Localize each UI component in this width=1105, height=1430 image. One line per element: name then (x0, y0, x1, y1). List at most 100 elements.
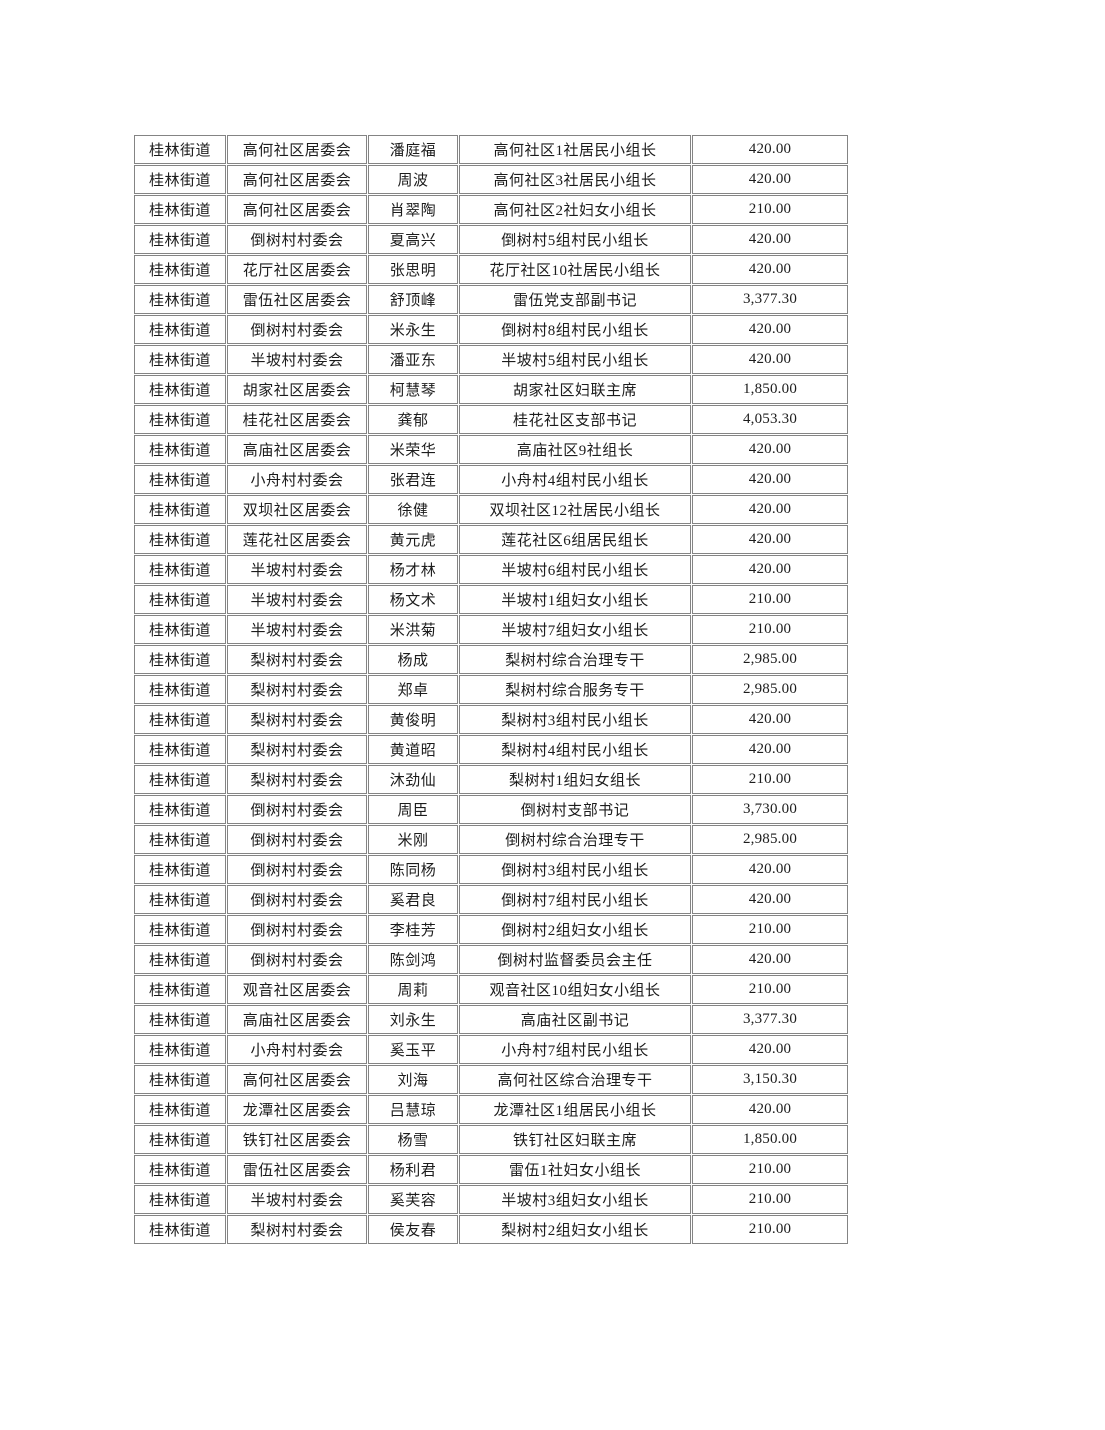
table-cell-position: 梨树村综合服务专干 (459, 675, 691, 704)
table-cell-organization: 高何社区居委会 (227, 135, 367, 164)
table-cell-street: 桂林街道 (134, 915, 226, 944)
table-cell-amount: 2,985.00 (692, 645, 848, 674)
table-cell-position: 雷伍1社妇女小组长 (459, 1155, 691, 1184)
table-cell-person-name: 奚芙容 (368, 1185, 458, 1214)
table-cell-amount: 210.00 (692, 915, 848, 944)
table-cell-street: 桂林街道 (134, 465, 226, 494)
table-cell-position: 倒树村2组妇女小组长 (459, 915, 691, 944)
table-cell-street: 桂林街道 (134, 585, 226, 614)
table-cell-organization: 胡家社区居委会 (227, 375, 367, 404)
table-cell-street: 桂林街道 (134, 315, 226, 344)
table-cell-amount: 210.00 (692, 195, 848, 224)
table-cell-person-name: 杨雪 (368, 1125, 458, 1154)
table-cell-organization: 高庙社区居委会 (227, 1005, 367, 1034)
table-row: 桂林街道 倒树村村委会 夏高兴 倒树村5组村民小组长 420.00 (134, 225, 848, 254)
table-cell-organization: 倒树村村委会 (227, 855, 367, 884)
table-cell-person-name: 黄元虎 (368, 525, 458, 554)
table-cell-street: 桂林街道 (134, 1035, 226, 1064)
table-cell-amount: 210.00 (692, 1215, 848, 1244)
table-body: 桂林街道 高何社区居委会 潘庭福 高何社区1社居民小组长 420.00 桂林街道 高何社区居… (134, 135, 848, 1244)
table-cell-organization: 龙潭社区居委会 (227, 1095, 367, 1124)
table-row: 桂林街道 倒树村村委会 李桂芳 倒树村2组妇女小组长 210.00 (134, 915, 848, 944)
table-row: 桂林街道 倒树村村委会 米永生 倒树村8组村民小组长 420.00 (134, 315, 848, 344)
table-row: 桂林街道 梨树村村委会 杨成 梨树村综合治理专干 2,985.00 (134, 645, 848, 674)
table-cell-position: 莲花社区6组居民组长 (459, 525, 691, 554)
table-cell-organization: 半坡村村委会 (227, 585, 367, 614)
table-cell-organization: 倒树村村委会 (227, 225, 367, 254)
table-cell-street: 桂林街道 (134, 165, 226, 194)
table-cell-person-name: 杨才林 (368, 555, 458, 584)
table-cell-position: 梨树村2组妇女小组长 (459, 1215, 691, 1244)
table-cell-position: 双坝社区12社居民小组长 (459, 495, 691, 524)
table-cell-amount: 420.00 (692, 165, 848, 194)
table-cell-street: 桂林街道 (134, 645, 226, 674)
table-cell-person-name: 米洪菊 (368, 615, 458, 644)
table-cell-person-name: 吕慧琼 (368, 1095, 458, 1124)
table-cell-position: 花厅社区10社居民小组长 (459, 255, 691, 284)
table-cell-organization: 半坡村村委会 (227, 555, 367, 584)
table-cell-amount: 420.00 (692, 735, 848, 764)
table-cell-street: 桂林街道 (134, 705, 226, 734)
table-cell-street: 桂林街道 (134, 975, 226, 1004)
table-cell-street: 桂林街道 (134, 1095, 226, 1124)
table-cell-street: 桂林街道 (134, 1155, 226, 1184)
table-cell-amount: 420.00 (692, 525, 848, 554)
table-cell-amount: 420.00 (692, 435, 848, 464)
table-row: 桂林街道 半坡村村委会 潘亚东 半坡村5组村民小组长 420.00 (134, 345, 848, 374)
table-cell-person-name: 张君连 (368, 465, 458, 494)
table-cell-amount: 420.00 (692, 135, 848, 164)
subsidy-roster-table: 桂林街道 高何社区居委会 潘庭福 高何社区1社居民小组长 420.00 桂林街道 高何社区居… (133, 134, 849, 1245)
table-cell-position: 倒树村7组村民小组长 (459, 885, 691, 914)
table-row: 桂林街道 半坡村村委会 杨才林 半坡村6组村民小组长 420.00 (134, 555, 848, 584)
table-cell-position: 梨树村3组村民小组长 (459, 705, 691, 734)
table-cell-person-name: 郑卓 (368, 675, 458, 704)
table-row: 桂林街道 梨树村村委会 郑卓 梨树村综合服务专干 2,985.00 (134, 675, 848, 704)
table-cell-amount: 1,850.00 (692, 1125, 848, 1154)
table-row: 桂林街道 半坡村村委会 奚芙容 半坡村3组妇女小组长 210.00 (134, 1185, 848, 1214)
table-cell-person-name: 侯友春 (368, 1215, 458, 1244)
table-cell-person-name: 陈同杨 (368, 855, 458, 884)
table-cell-person-name: 杨文术 (368, 585, 458, 614)
table-cell-person-name: 黄道昭 (368, 735, 458, 764)
table-cell-amount: 420.00 (692, 555, 848, 584)
table-cell-position: 高何社区3社居民小组长 (459, 165, 691, 194)
table-cell-position: 倒树村支部书记 (459, 795, 691, 824)
table-cell-organization: 观音社区居委会 (227, 975, 367, 1004)
table-cell-position: 雷伍党支部副书记 (459, 285, 691, 314)
table-row: 桂林街道 高何社区居委会 潘庭福 高何社区1社居民小组长 420.00 (134, 135, 848, 164)
table-row: 桂林街道 高何社区居委会 周波 高何社区3社居民小组长 420.00 (134, 165, 848, 194)
table-cell-street: 桂林街道 (134, 1125, 226, 1154)
table-cell-amount: 1,850.00 (692, 375, 848, 404)
table-cell-amount: 420.00 (692, 945, 848, 974)
table-cell-organization: 梨树村村委会 (227, 765, 367, 794)
table-cell-amount: 2,985.00 (692, 675, 848, 704)
table-cell-organization: 梨树村村委会 (227, 675, 367, 704)
table-cell-person-name: 黄俊明 (368, 705, 458, 734)
table-cell-position: 梨树村1组妇女组长 (459, 765, 691, 794)
table-cell-street: 桂林街道 (134, 375, 226, 404)
table-cell-street: 桂林街道 (134, 615, 226, 644)
table-cell-amount: 210.00 (692, 765, 848, 794)
table-cell-amount: 420.00 (692, 255, 848, 284)
table-row: 桂林街道 小舟村村委会 张君连 小舟村4组村民小组长 420.00 (134, 465, 848, 494)
table-cell-organization: 桂花社区居委会 (227, 405, 367, 434)
table-cell-person-name: 陈剑鸿 (368, 945, 458, 974)
table-cell-position: 小舟村4组村民小组长 (459, 465, 691, 494)
table-cell-position: 高庙社区副书记 (459, 1005, 691, 1034)
table-cell-position: 高何社区综合治理专干 (459, 1065, 691, 1094)
table-cell-amount: 3,377.30 (692, 1005, 848, 1034)
table-cell-position: 半坡村6组村民小组长 (459, 555, 691, 584)
table-cell-organization: 半坡村村委会 (227, 615, 367, 644)
table-row: 桂林街道 雷伍社区居委会 杨利君 雷伍1社妇女小组长 210.00 (134, 1155, 848, 1184)
table-cell-person-name: 沐劲仙 (368, 765, 458, 794)
table-cell-person-name: 徐健 (368, 495, 458, 524)
table-row: 桂林街道 倒树村村委会 周臣 倒树村支部书记 3,730.00 (134, 795, 848, 824)
table-cell-organization: 倒树村村委会 (227, 945, 367, 974)
table-cell-position: 高何社区2社妇女小组长 (459, 195, 691, 224)
table-row: 桂林街道 梨树村村委会 黄道昭 梨树村4组村民小组长 420.00 (134, 735, 848, 764)
table-row: 桂林街道 胡家社区居委会 柯慧琴 胡家社区妇联主席 1,850.00 (134, 375, 848, 404)
table-cell-organization: 梨树村村委会 (227, 1215, 367, 1244)
table-cell-organization: 倒树村村委会 (227, 795, 367, 824)
table-cell-person-name: 米刚 (368, 825, 458, 854)
